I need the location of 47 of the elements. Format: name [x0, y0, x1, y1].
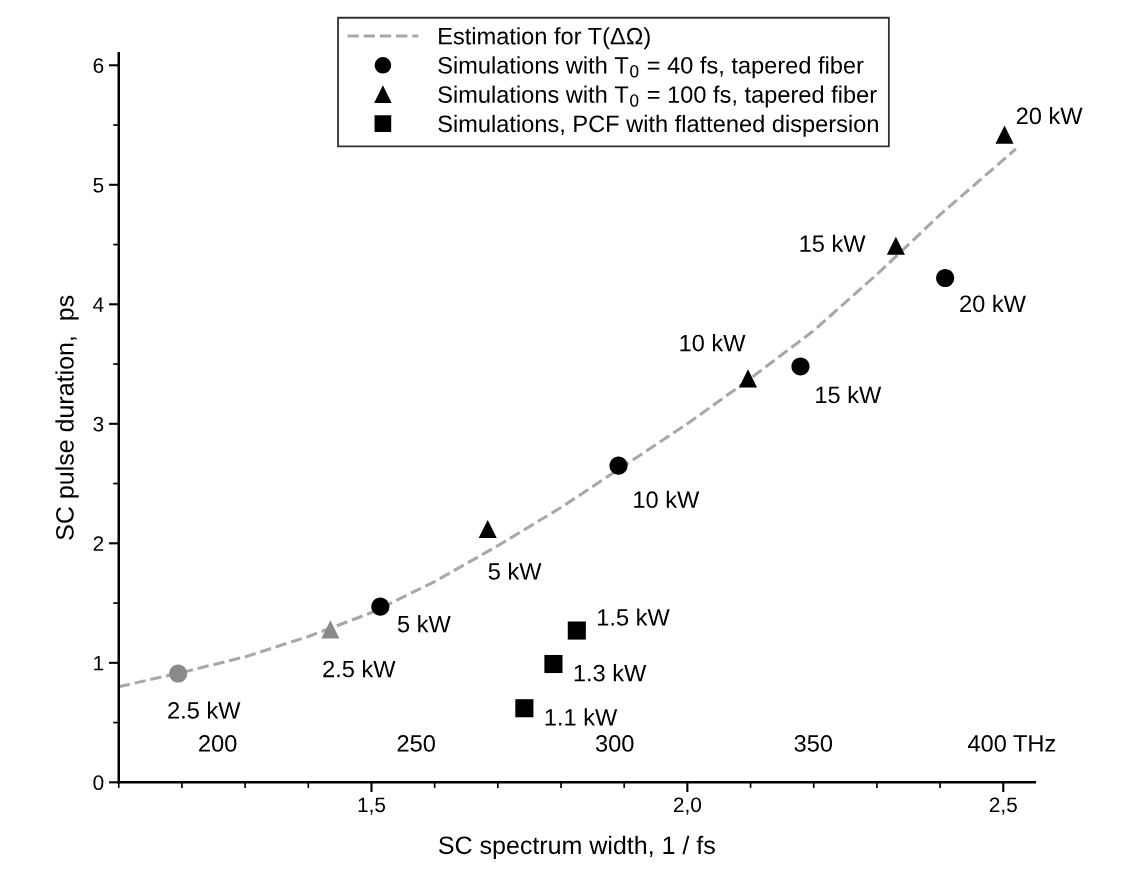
annotation: 2.5 kW	[323, 660, 396, 678]
point	[936, 268, 955, 288]
legend-label: Simulations with T$_{0}$ = 40 fs, tapered fiber	[438, 56, 864, 79]
x-tick-label: 1,5	[358, 797, 386, 815]
annotation: 2.5 kW	[168, 701, 241, 719]
annotation: 5 kW	[397, 615, 451, 633]
x2-tick-label: 250	[397, 735, 435, 752]
y-axis-title: SC pulse duration, ps	[55, 295, 79, 540]
annotation: 1.3 kW	[574, 664, 647, 682]
annotation: 5 kW	[488, 562, 542, 580]
x2-tick-label: 300	[595, 735, 634, 752]
x-tick-label: 2,5	[989, 797, 1017, 815]
annotation: 1.1 kW	[545, 708, 618, 726]
point	[791, 357, 810, 376]
annotation: 10 kW	[634, 490, 700, 509]
annotation: 15 kW	[816, 385, 882, 404]
point	[886, 236, 905, 255]
annotation: 20 kW	[960, 294, 1026, 313]
y-tick-label: 0	[93, 775, 104, 791]
y-tick-label: 4	[93, 297, 104, 312]
point	[544, 654, 563, 674]
legend-label: Simulations with T$_{0}$ = 100 fs, tapered fiber	[438, 85, 877, 108]
point	[371, 597, 390, 616]
point	[738, 369, 758, 388]
x2-tick-label: 400 THz	[967, 735, 1056, 752]
x-tick-label: 2,0	[673, 797, 702, 815]
x-axis-title: SC spectrum width, 1 / fs	[439, 835, 715, 860]
annotation: 15 kW	[800, 234, 866, 253]
y-tick-label: 3	[93, 416, 104, 432]
point	[995, 125, 1014, 144]
annotation: 10 kW	[680, 334, 746, 352]
x2-tick-label: 200	[199, 735, 237, 752]
y-tick-label: 5	[93, 178, 104, 193]
point	[478, 519, 497, 539]
point	[567, 621, 586, 640]
point	[609, 456, 628, 475]
annotation: 1.5 kW	[598, 608, 670, 626]
legend-label: Estimation for T(ΔΩ)	[439, 27, 650, 50]
point	[515, 699, 534, 718]
annotation: 20 kW	[1016, 106, 1083, 125]
x2-tick-label: 350	[794, 735, 833, 752]
y-tick-label: 2	[93, 536, 104, 551]
point	[321, 620, 340, 639]
legend-label: Simulations, PCF with flattened dispersion	[438, 114, 878, 137]
y-tick-label: 6	[93, 58, 104, 74]
point	[169, 664, 188, 683]
y-tick-label: 1	[94, 656, 104, 671]
